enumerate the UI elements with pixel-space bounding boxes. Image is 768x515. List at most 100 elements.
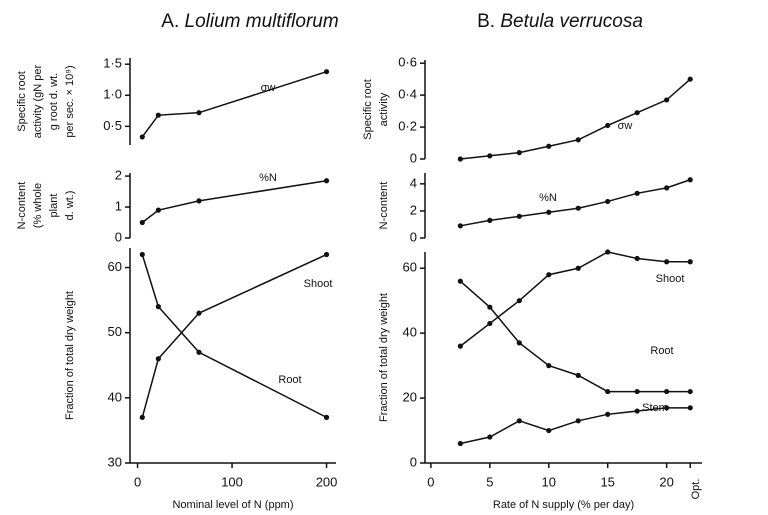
x-tick-label: 10	[542, 474, 556, 489]
data-point	[487, 217, 493, 223]
series-line	[459, 280, 691, 393]
data-point	[139, 414, 145, 420]
data-point	[516, 150, 522, 156]
data-point	[575, 205, 581, 211]
data-point	[575, 372, 581, 378]
data-point	[664, 97, 670, 103]
series-label: Shoot	[656, 273, 685, 285]
heading-letter: A.	[161, 11, 179, 32]
data-point	[457, 278, 463, 284]
y-axis-label: activity (gN per	[32, 64, 44, 138]
data-point	[605, 388, 611, 395]
data-point	[546, 272, 552, 278]
y-axis-label: per sec. × 10⁹)	[64, 65, 76, 137]
x-axis-label: Nominal level of N (ppm)	[172, 499, 293, 511]
data-point	[634, 190, 640, 196]
data-point	[323, 69, 330, 75]
data-point	[575, 265, 581, 271]
data-point	[575, 418, 581, 424]
data-point	[196, 110, 202, 116]
data-point	[487, 320, 493, 327]
data-point	[664, 405, 670, 411]
data-point	[487, 304, 493, 310]
data-point	[605, 198, 611, 205]
data-point	[323, 414, 330, 420]
y-tick-label: 2	[115, 168, 122, 183]
series-line	[460, 179, 691, 227]
y-axis-label: Fraction of total dry weight	[64, 291, 76, 420]
data-point	[155, 207, 161, 213]
series-label: %N	[259, 172, 277, 184]
y-axis-label: Specific root	[362, 79, 374, 140]
data-point	[546, 143, 552, 149]
data-point	[487, 153, 493, 159]
y-tick-label: 20	[403, 390, 417, 405]
x-tick-label: 0	[427, 474, 434, 489]
data-point	[155, 304, 161, 310]
heading: A. Lolium multiflorum	[161, 11, 338, 32]
y-tick-label: 1	[115, 198, 122, 213]
series-label: σw	[618, 120, 633, 132]
data-point	[139, 134, 145, 140]
data-point	[575, 137, 581, 143]
data-point	[155, 112, 161, 118]
data-point	[139, 219, 145, 226]
data-point	[634, 255, 640, 262]
series-line	[141, 179, 327, 224]
y-tick-label: 60	[108, 259, 122, 274]
y-tick-label: 60	[403, 260, 417, 275]
heading-species: Betula verrucosa	[500, 11, 643, 32]
series-line	[141, 253, 327, 418]
series-label: σw	[261, 82, 276, 94]
y-tick-label: 1·0	[103, 87, 122, 102]
x-tick-label: 0	[134, 474, 141, 489]
data-point	[196, 349, 202, 355]
heading-species: Lolium multiflorum	[185, 11, 339, 32]
y-tick-label: 2	[410, 202, 417, 217]
data-point	[687, 388, 693, 395]
y-axis-label: d. wt.)	[64, 191, 76, 221]
heading-letter: B.	[477, 11, 495, 32]
series-label: Root	[650, 345, 673, 357]
series-label: Stem	[642, 402, 668, 414]
y-axis-label: Fraction of total dry weight	[378, 293, 390, 422]
y-axis-label: N-content	[16, 182, 28, 230]
data-point	[546, 363, 552, 369]
series-line	[141, 70, 327, 138]
x-tick-label: 200	[316, 474, 338, 489]
data-point	[139, 251, 145, 258]
y-tick-label: 0	[410, 150, 417, 165]
data-point	[664, 185, 670, 191]
x-axis-label: Rate of N supply (% per day)	[493, 499, 634, 511]
data-point	[664, 259, 670, 265]
x-tick-label: 5	[486, 474, 493, 489]
data-point	[687, 177, 693, 183]
data-point	[196, 198, 202, 204]
data-point	[605, 411, 611, 417]
x-tick-label: 100	[221, 474, 243, 489]
y-tick-label: 0	[410, 454, 417, 469]
series-label: Root	[278, 374, 301, 386]
data-point	[487, 434, 493, 440]
data-point	[516, 418, 522, 424]
y-tick-label: 30	[108, 454, 122, 469]
x-tick-label: 15	[600, 474, 614, 489]
data-point	[516, 298, 522, 304]
data-point	[687, 76, 693, 82]
y-tick-label: 1·5	[103, 56, 122, 71]
data-point	[687, 405, 693, 411]
y-axis-label: (% whole	[32, 183, 44, 228]
y-tick-label: 4	[410, 175, 417, 190]
y-axis-label: Specific root	[16, 71, 28, 132]
data-point	[457, 343, 463, 349]
y-axis-label: plant	[48, 194, 60, 218]
data-point	[634, 408, 640, 414]
series-label: Shoot	[304, 278, 333, 290]
data-point	[516, 340, 522, 346]
data-point	[155, 356, 161, 362]
y-tick-label: 40	[108, 389, 122, 404]
y-tick-label: 50	[108, 324, 122, 339]
y-tick-label: 0·6	[398, 55, 417, 70]
data-point	[605, 249, 611, 255]
